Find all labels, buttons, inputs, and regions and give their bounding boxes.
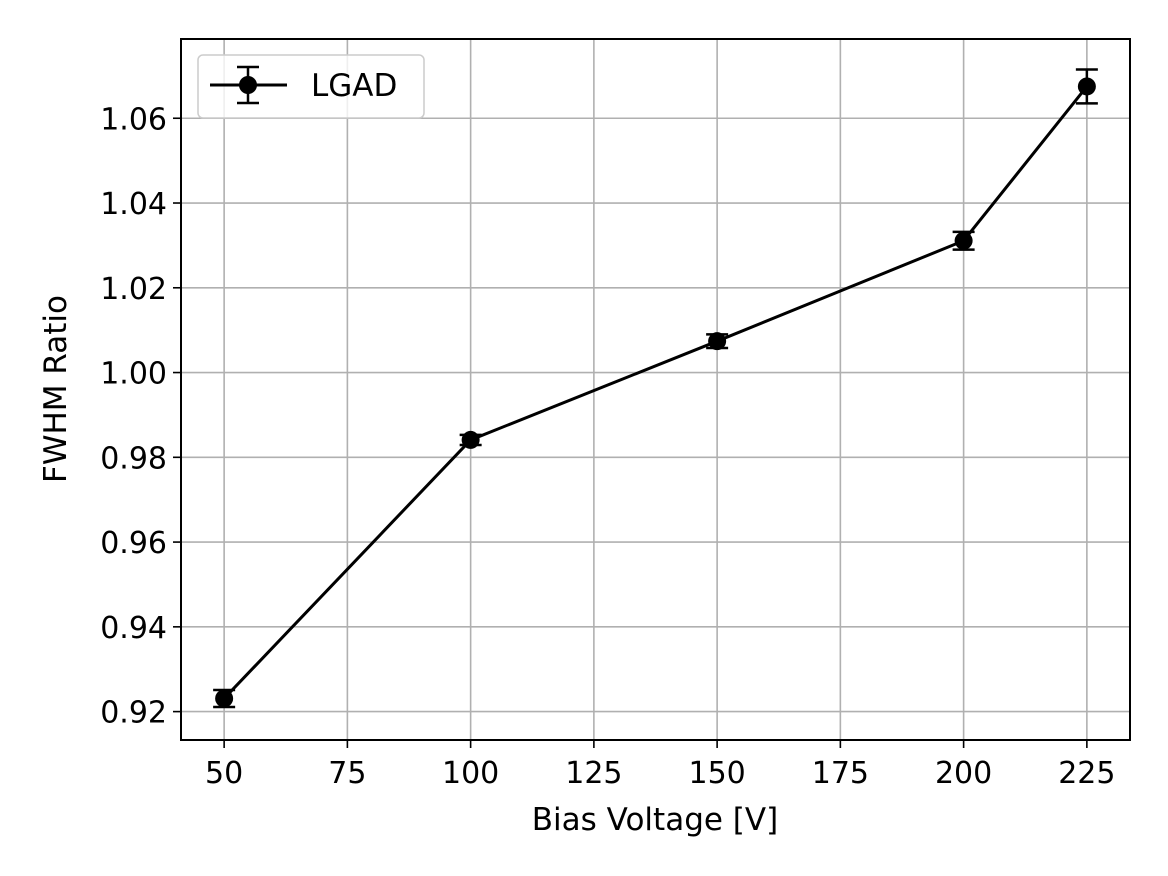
data-point — [215, 689, 234, 708]
x-axis-title: Bias Voltage [V] — [532, 802, 778, 838]
x-tick-label: 225 — [1058, 756, 1115, 791]
series-layer — [213, 68, 1098, 709]
x-tick-label: 50 — [205, 756, 243, 791]
plot-background — [181, 39, 1130, 740]
legend-label: LGAD — [311, 68, 397, 104]
data-point — [708, 332, 727, 351]
x-tick-label: 200 — [935, 756, 992, 791]
data-point — [954, 231, 973, 250]
y-tick-label: 1.00 — [100, 357, 167, 392]
y-tick-label: 1.02 — [100, 272, 167, 307]
data-point — [461, 430, 480, 449]
y-tick-label: 1.04 — [100, 187, 167, 222]
plot-frame — [180, 38, 1131, 741]
x-tick-label: 100 — [442, 756, 499, 791]
y-tick-label: 0.92 — [100, 696, 167, 731]
y-axis-ticks: 0.92 0.94 0.96 0.98 1.00 1.02 1.04 1.06 — [100, 102, 181, 731]
x-tick-label: 150 — [688, 756, 745, 791]
legend-marker — [239, 76, 257, 94]
y-tick-label: 0.98 — [100, 441, 167, 476]
plot-area — [180, 38, 1131, 741]
x-tick-label: 125 — [565, 756, 622, 791]
y-tick-label: 1.06 — [100, 102, 167, 137]
y-tick-label: 0.96 — [100, 526, 167, 561]
y-tick-label: 0.94 — [100, 611, 167, 646]
legend: LGAD — [197, 54, 425, 119]
x-axis-ticks: 50 75 100 125 150 175 200 225 — [205, 740, 1115, 791]
y-axis-title: FWHM Ratio — [38, 295, 74, 483]
x-tick-label: 75 — [328, 756, 366, 791]
data-point — [1077, 77, 1096, 96]
grid — [181, 39, 1130, 740]
x-tick-label: 175 — [812, 756, 869, 791]
